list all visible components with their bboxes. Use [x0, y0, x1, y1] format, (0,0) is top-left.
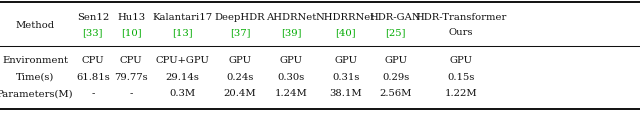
Text: [37]: [37]	[230, 28, 250, 37]
Text: Kalantari17: Kalantari17	[152, 13, 212, 22]
Text: 79.77s: 79.77s	[115, 72, 148, 81]
Text: 20.4M: 20.4M	[224, 88, 256, 97]
Text: [39]: [39]	[281, 28, 301, 37]
Text: [40]: [40]	[335, 28, 356, 37]
Text: 1.22M: 1.22M	[445, 88, 477, 97]
Text: [25]: [25]	[385, 28, 406, 37]
Text: NHDRRNet: NHDRRNet	[316, 13, 375, 22]
Text: HDR-Transformer: HDR-Transformer	[415, 13, 506, 22]
Text: 1.24M: 1.24M	[275, 88, 308, 97]
Text: 0.24s: 0.24s	[227, 72, 253, 81]
Text: DeepHDR: DeepHDR	[214, 13, 266, 22]
Text: 0.15s: 0.15s	[447, 72, 474, 81]
Text: GPU: GPU	[280, 55, 303, 64]
Text: Hu13: Hu13	[117, 13, 145, 22]
Text: 0.31s: 0.31s	[332, 72, 359, 81]
Text: Sen12: Sen12	[77, 13, 109, 22]
Text: AHDRNet: AHDRNet	[266, 13, 316, 22]
Text: HDR-GAN: HDR-GAN	[370, 13, 421, 22]
Text: CPU: CPU	[81, 55, 104, 64]
Text: CPU+GPU: CPU+GPU	[156, 55, 209, 64]
Text: [13]: [13]	[172, 28, 193, 37]
Text: GPU: GPU	[334, 55, 357, 64]
Text: CPU: CPU	[120, 55, 143, 64]
Text: [33]: [33]	[83, 28, 103, 37]
Text: 61.81s: 61.81s	[76, 72, 109, 81]
Text: [10]: [10]	[121, 28, 141, 37]
Text: Time(s): Time(s)	[16, 72, 54, 81]
Text: 0.3M: 0.3M	[170, 88, 195, 97]
Text: GPU: GPU	[384, 55, 407, 64]
Text: Method: Method	[15, 21, 55, 30]
Text: Environment: Environment	[2, 55, 68, 64]
Text: Parameters(M): Parameters(M)	[0, 88, 74, 97]
Text: 2.56M: 2.56M	[380, 88, 412, 97]
Text: 38.1M: 38.1M	[330, 88, 362, 97]
Text: 0.29s: 0.29s	[382, 72, 409, 81]
Text: Ours: Ours	[449, 28, 473, 37]
Text: 29.14s: 29.14s	[166, 72, 199, 81]
Text: GPU: GPU	[449, 55, 472, 64]
Text: -: -	[91, 88, 95, 97]
Text: -: -	[129, 88, 133, 97]
Text: GPU: GPU	[228, 55, 252, 64]
Text: 0.30s: 0.30s	[278, 72, 305, 81]
